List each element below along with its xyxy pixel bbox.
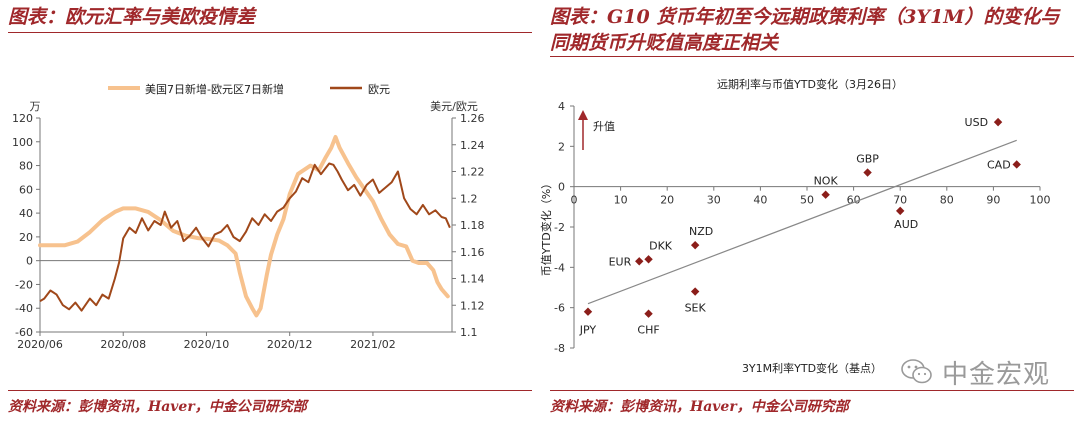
left-chart-title: 图表：欧元汇率与美欧疫情差 [8,6,256,28]
appreciation-arrow-head [578,110,588,120]
point-label-sek: SEK [685,302,707,315]
x-tick-label: 2020/08 [100,338,146,351]
point-nzd [690,240,700,250]
scatter-x-tick-label: 100 [1030,194,1051,207]
legend-label-us-minus-eu: 美国7日新增-欧元区7日新增 [145,82,284,96]
right-y-tick-label: 1.12 [460,299,485,312]
scatter-x-tick-label: 70 [893,194,907,207]
scatter-y-axis-label: 币值YTD变化（%） [539,178,553,276]
right-y-tick-label: 1.14 [460,273,485,286]
wechat-icon [901,359,932,384]
scatter-y-tick-label: -8 [554,342,565,355]
watermark: 中金宏观 [900,352,1050,392]
scatter-x-axis-label: 3Y1M利率YTD变化（基点） [742,361,882,375]
scatter-title: 远期利率与币值YTD变化（3月26日） [717,77,903,91]
left-line-chart: 120 100 80 60 40 20 0 -20 -40 -60 1.26 1.24 1.22 1.2 1… [12,82,485,351]
scatter-x-tick-label: 10 [614,194,628,207]
series-line-eur [39,162,451,312]
point-nok [821,190,830,199]
left-source-rule [8,390,532,391]
point-chf [644,309,653,318]
x-tick-label: 2020/10 [184,338,230,351]
x-tick-label: 2021/02 [350,338,396,351]
scatter-x-tick-label: 50 [800,194,814,207]
trend-line [587,139,1017,305]
left-y-tick-label: -60 [15,326,33,339]
right-y-tick-label: 1.22 [460,166,485,179]
point-label-chf: CHF [637,324,659,337]
point-label-nok: NOK [814,175,839,188]
x-tick-label: 2020/12 [267,338,313,351]
scatter-y-tick-label: 2 [558,140,565,153]
right-source-note: 资料来源：彭博资讯，Haver，中金公司研究部 [550,399,849,415]
scatter-x-tick-label: 40 [753,194,767,207]
left-y-tick-label: -20 [15,278,33,291]
point-label-cad: CAD [987,158,1011,171]
scatter-x-tick-label: 0 [571,194,578,207]
left-y-tick-label: -40 [15,302,33,315]
scatter-x-tick-label: 30 [707,194,721,207]
appreciation-annotation: 升值 [593,120,615,133]
point-dkk [644,255,653,264]
left-y-tick-label: 0 [26,255,33,268]
right-y-tick-label: 1.16 [460,246,485,259]
scatter-y-tick-label: 4 [558,100,565,113]
right-chart-title: 图表：G10 货币年初至今远期政策利率（3Y1M）的变化与同期货币升贬值高度正相… [550,6,1060,54]
x-tick-label: 2020/06 [17,338,63,351]
left-y-tick-label: 20 [19,231,33,244]
scatter-y-tick-label: -2 [554,221,565,234]
legend-label-eur: 欧元 [368,83,390,96]
scatter-y-tick-label: -4 [554,261,565,274]
left-y-tick-label: 100 [12,136,33,149]
left-y-tick-label: 80 [19,160,33,173]
right-title-rule [550,56,1074,57]
left-y-tick-label: 40 [19,207,33,220]
point-jpy [583,307,593,316]
scatter-y-tick-label: -6 [554,302,565,315]
right-chart-panel: 图表：G10 货币年初至今远期政策利率（3Y1M）的变化与同期货币升贬值高度正相… [539,0,1080,421]
series-line-us-minus-eu [38,135,450,318]
left-y-tick-label: 60 [19,183,33,196]
right-y-tick-label: 1.1 [460,326,478,339]
left-chart-panel: 图表：欧元汇率与美欧疫情差 120 100 80 60 40 20 0 -20 -40 -60 1.… [8,6,532,415]
right-y-tick-label: 1.26 [460,112,485,125]
point-label-jpy: JPY [579,324,597,337]
right-y-tick-label: 1.2 [460,192,478,205]
right-scatter-chart: 远期利率与币值YTD变化（3月26日）420-2-4-6-80 10 20 30 40 5… [539,77,1051,375]
right-y-tick-label: 1.18 [460,219,485,232]
left-unit-label: 万 [30,100,41,113]
scatter-x-tick-label: 80 [940,194,954,207]
left-title-rule [8,32,532,33]
point-gbp [863,168,872,177]
left-y-tick-label: 120 [12,112,33,125]
point-eur [635,257,644,266]
point-label-gbp: GBP [856,153,879,166]
point-label-usd: USD [965,116,989,129]
point-label-nzd: NZD [689,225,713,238]
scatter-x-tick-label: 90 [986,194,1000,207]
point-label-dkk: DKK [649,239,673,252]
point-cad [1012,160,1021,169]
right-y-tick-label: 1.24 [460,139,485,152]
right-unit-label: 美元/欧元 [430,100,478,113]
left-source-note: 资料来源：彭博资讯，Haver，中金公司研究部 [8,399,307,415]
scatter-y-tick-label: 0 [558,181,565,194]
scatter-x-tick-label: 20 [660,194,674,207]
point-usd [993,117,1003,127]
right-source-rule [550,390,1074,391]
point-label-eur: EUR [609,255,632,268]
point-sek [690,287,700,296]
watermark-text: 中金宏观 [942,359,1051,390]
point-aud [896,206,905,216]
point-label-aud: AUD [894,218,918,231]
